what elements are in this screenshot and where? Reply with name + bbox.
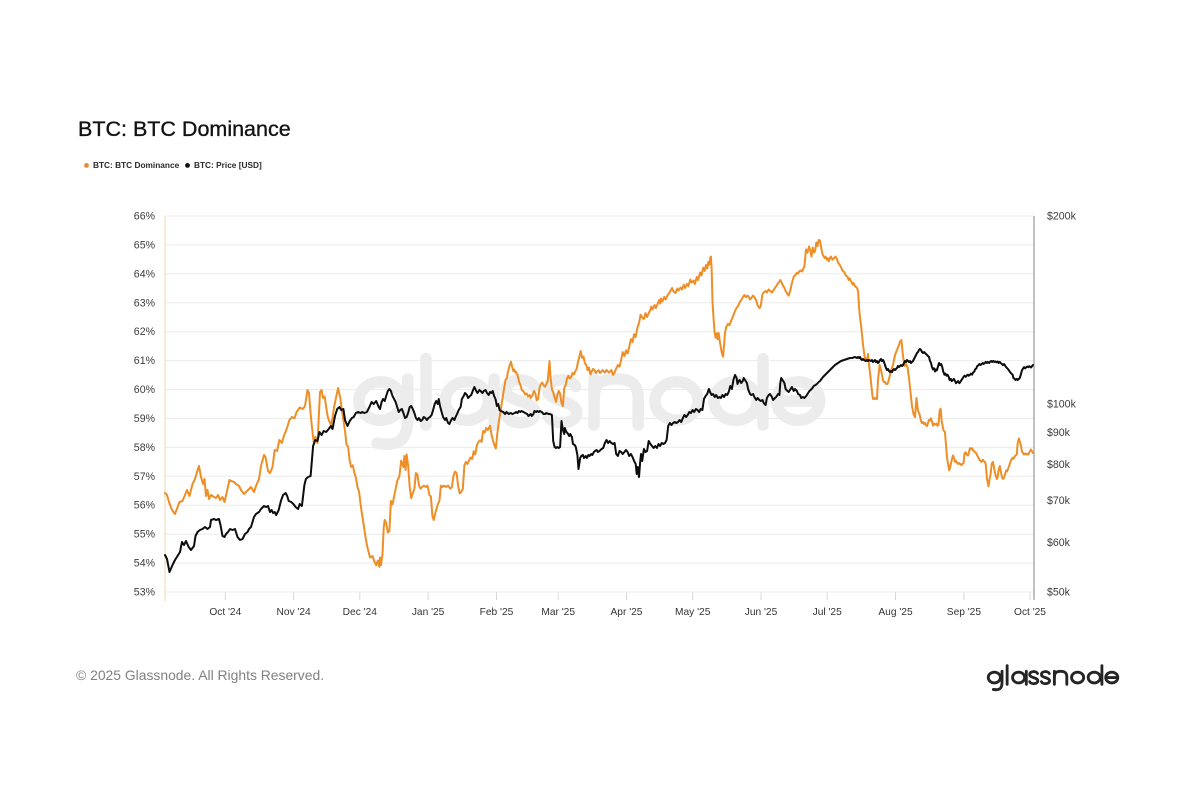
- svg-text:Apr '25: Apr '25: [611, 607, 643, 618]
- svg-text:$60k: $60k: [1047, 537, 1071, 549]
- svg-text:63%: 63%: [134, 297, 156, 309]
- svg-text:Jan '25: Jan '25: [412, 607, 445, 618]
- svg-text:59%: 59%: [134, 413, 156, 425]
- svg-text:Oct '24: Oct '24: [209, 607, 241, 618]
- svg-text:60%: 60%: [134, 384, 156, 396]
- svg-text:Oct '25: Oct '25: [1014, 607, 1046, 618]
- svg-text:© 2025 Glassnode. All Rights R: © 2025 Glassnode. All Rights Reserved.: [76, 667, 324, 683]
- svg-text:53%: 53%: [134, 587, 156, 599]
- svg-text:65%: 65%: [134, 239, 156, 251]
- svg-text:BTC: BTC Dominance: BTC: BTC Dominance: [78, 117, 291, 141]
- svg-text:61%: 61%: [134, 355, 156, 367]
- svg-text:66%: 66%: [134, 211, 156, 223]
- svg-text:64%: 64%: [134, 268, 156, 280]
- svg-text:Feb '25: Feb '25: [480, 607, 514, 618]
- svg-text:Mar '25: Mar '25: [541, 607, 575, 618]
- svg-text:56%: 56%: [134, 500, 156, 512]
- svg-text:62%: 62%: [134, 326, 156, 338]
- svg-text:$200k: $200k: [1047, 211, 1077, 223]
- svg-text:Aug '25: Aug '25: [878, 607, 913, 618]
- svg-text:Nov '24: Nov '24: [276, 607, 311, 618]
- svg-text:BTC: BTC Dominance: BTC: BTC Dominance: [93, 160, 180, 170]
- svg-text:$100k: $100k: [1047, 399, 1077, 411]
- svg-text:May '25: May '25: [675, 607, 711, 618]
- svg-text:58%: 58%: [134, 442, 156, 454]
- svg-text:$70k: $70k: [1047, 495, 1071, 507]
- svg-text:$80k: $80k: [1047, 459, 1071, 471]
- svg-text:$90k: $90k: [1047, 427, 1071, 439]
- svg-text:Sep '25: Sep '25: [947, 607, 982, 618]
- svg-text:57%: 57%: [134, 471, 156, 483]
- svg-text:$50k: $50k: [1047, 587, 1071, 599]
- svg-text:Jul '25: Jul '25: [813, 607, 842, 618]
- svg-text:54%: 54%: [134, 558, 156, 570]
- svg-text:BTC: Price [USD]: BTC: Price [USD]: [194, 160, 262, 170]
- svg-text:Dec '24: Dec '24: [343, 607, 378, 618]
- svg-text:55%: 55%: [134, 529, 156, 541]
- svg-text:Jun '25: Jun '25: [745, 607, 778, 618]
